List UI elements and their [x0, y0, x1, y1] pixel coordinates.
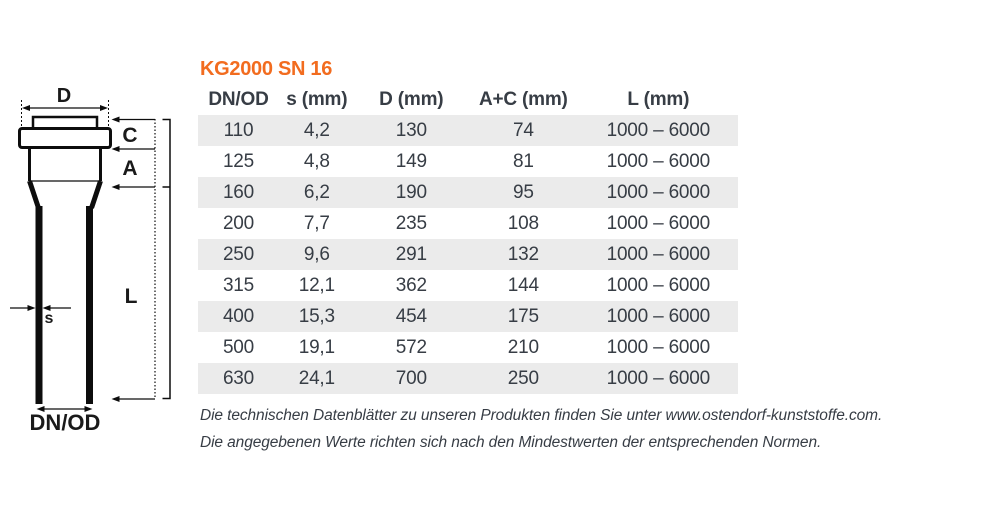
dim-c-bottom-arrowhead [111, 146, 120, 152]
table-cell: 130 [395, 119, 427, 141]
table-cell: 108 [507, 212, 539, 234]
column-header-ac: A+C (mm) [478, 88, 568, 110]
table-cell: 160 [222, 181, 255, 203]
label-dnod: DN/OD [30, 410, 101, 435]
table-cell: 250 [222, 243, 255, 265]
table-cell: 1000 – 6000 [606, 305, 711, 327]
column-header-l: L (mm) [627, 88, 690, 110]
dim-s-arrowhead-left [27, 305, 36, 311]
table-cell: 400 [222, 305, 255, 327]
dim-dnod-arrowhead-left [36, 406, 45, 412]
table-row: 160 6,2 190 95 1000 – 6000 [198, 177, 738, 208]
table-cell: 362 [395, 274, 427, 296]
table-cell: 250 [507, 367, 539, 389]
table-cell: 235 [395, 212, 427, 234]
table-cell: 19,1 [298, 336, 335, 358]
spec-table-header-row: DN/OD s (mm) D (mm) A+C (mm) L (mm) [198, 84, 738, 115]
footnote-line-2: Die angegebenen Werte richten sich nach … [200, 434, 822, 451]
table-row: 315 12,1 362 144 1000 – 6000 [198, 270, 738, 301]
socket-flange [18, 127, 112, 149]
table-cell: 630 [222, 367, 255, 389]
column-header-s: s (mm) [286, 88, 348, 110]
dim-c-top-arrowhead [111, 116, 120, 123]
table-cell: 1000 – 6000 [606, 367, 711, 389]
table-row: 250 9,6 291 132 1000 – 6000 [198, 239, 738, 270]
table-cell: 4,2 [303, 119, 330, 141]
footnote-line-1: Die technischen Datenblätter zu unseren … [200, 407, 883, 424]
column-header-d: D (mm) [379, 88, 444, 110]
label-l: L [125, 285, 138, 308]
table-cell: 15,3 [298, 305, 335, 327]
label-d: D [57, 85, 71, 107]
table-cell: 175 [507, 305, 539, 327]
table-cell: 572 [395, 336, 427, 358]
table-cell: 144 [507, 274, 539, 296]
table-cell: 9,6 [303, 243, 330, 265]
table-row: 125 4,8 149 81 1000 – 6000 [198, 146, 738, 177]
pipe-dimension-diagram: D C A L s DN/OD [10, 85, 171, 435]
table-cell: 1000 – 6000 [606, 181, 711, 203]
dim-dnod-arrowhead-right [84, 406, 93, 412]
table-row: 400 15,3 454 175 1000 – 6000 [198, 301, 738, 332]
table-cell: 291 [395, 243, 427, 265]
dim-l-bottom-arrowhead [111, 396, 120, 402]
table-cell: 7,7 [303, 212, 330, 234]
table-cell: 190 [395, 181, 427, 203]
table-cell: 6,2 [303, 181, 330, 203]
socket-taper-right [89, 180, 103, 209]
dim-s-arrowhead-right [42, 305, 51, 311]
table-cell: 110 [223, 119, 254, 141]
table-cell: 125 [222, 150, 255, 172]
table-cell: 4,8 [303, 150, 330, 172]
spec-table: DN/OD s (mm) D (mm) A+C (mm) L (mm) 110 4… [198, 84, 738, 394]
table-cell: 700 [395, 367, 427, 389]
table-cell: 210 [507, 336, 539, 358]
label-c: C [122, 124, 137, 147]
table-cell: 1000 – 6000 [606, 150, 711, 172]
column-header-dnod: DN/OD [208, 88, 269, 110]
table-cell: 1000 – 6000 [606, 243, 711, 265]
table-cell: 500 [222, 336, 255, 358]
dim-d-arrowhead-left [22, 105, 30, 111]
table-cell: 81 [512, 150, 534, 172]
socket-taper-left [27, 180, 41, 209]
table-cell: 95 [512, 181, 534, 203]
table-row: 200 7,7 235 108 1000 – 6000 [198, 208, 738, 239]
table-cell: 1000 – 6000 [606, 212, 711, 234]
table-cell: 24,1 [298, 367, 335, 389]
table-cell: 149 [395, 150, 427, 172]
table-cell: 12,1 [298, 274, 335, 296]
table-row: 630 24,1 700 250 1000 – 6000 [198, 363, 738, 394]
table-cell: 315 [222, 274, 255, 296]
table-row: 110 4,2 130 74 1000 – 6000 [198, 115, 738, 146]
label-s: s [45, 310, 54, 327]
table-cell: 1000 – 6000 [606, 274, 711, 296]
table-row: 500 19,1 572 210 1000 – 6000 [198, 332, 738, 363]
dim-d-arrowhead-right [100, 105, 108, 111]
table-cell: 454 [395, 305, 427, 327]
product-series-title: KG2000 SN 16 [200, 58, 333, 80]
dim-overall-bracket [162, 118, 171, 400]
table-cell: 74 [512, 119, 534, 141]
table-cell: 200 [222, 212, 255, 234]
table-cell: 1000 – 6000 [606, 336, 711, 358]
table-cell: 1000 – 6000 [606, 119, 711, 141]
label-a: A [122, 157, 137, 180]
table-cell: 132 [507, 243, 539, 265]
spec-table-body: 110 4,2 130 74 1000 – 6000 125 4,8 149 81 1000 – … [198, 115, 738, 394]
dim-a-bottom-arrowhead [111, 184, 120, 190]
